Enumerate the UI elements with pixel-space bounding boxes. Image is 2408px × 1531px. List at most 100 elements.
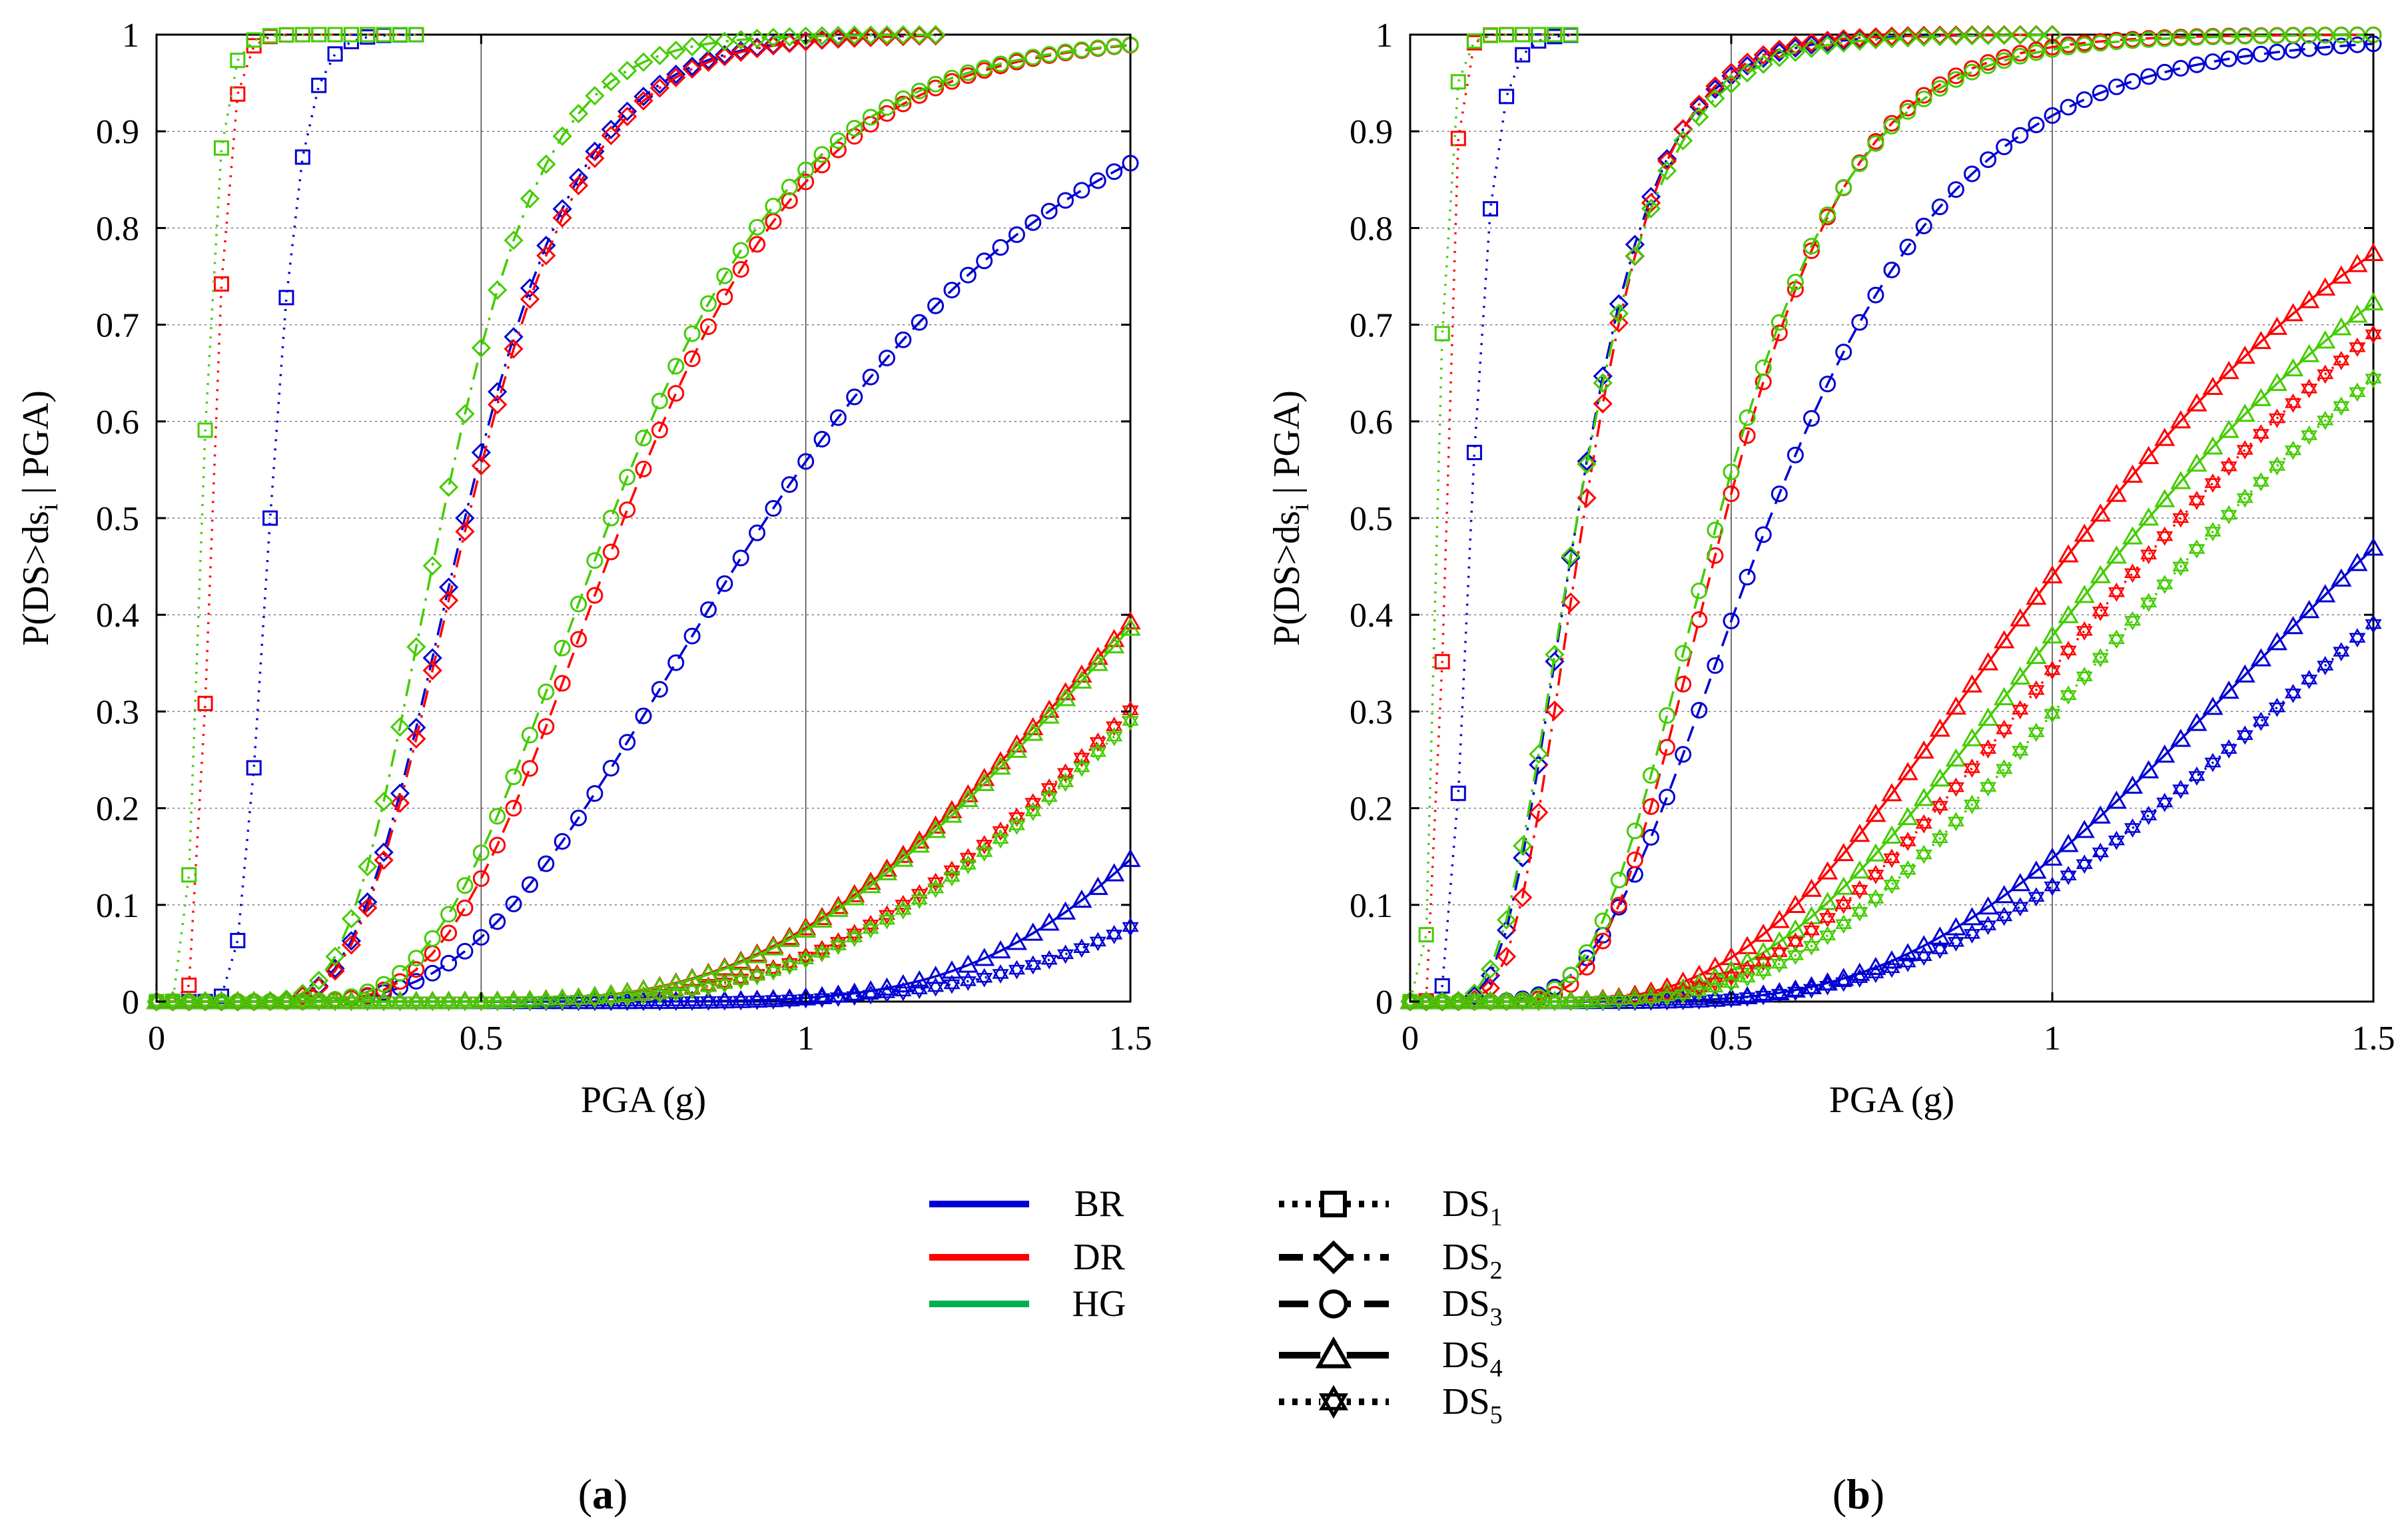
data-point bbox=[521, 727, 538, 744]
data-point bbox=[2365, 614, 2382, 634]
data-point bbox=[1073, 748, 1090, 768]
data-point bbox=[829, 132, 847, 149]
data-point bbox=[1849, 860, 1870, 879]
data-point bbox=[1849, 962, 1870, 981]
data-point bbox=[2315, 330, 2336, 349]
legend-label-base: DS bbox=[1442, 1237, 1490, 1278]
data-point bbox=[909, 834, 930, 853]
data-point bbox=[1483, 201, 1498, 217]
data-point bbox=[1529, 744, 1549, 764]
data-point bbox=[829, 141, 847, 158]
data-point bbox=[1963, 924, 1981, 944]
data-point bbox=[649, 78, 669, 98]
data-point bbox=[2347, 254, 2368, 272]
data-point bbox=[1434, 326, 1450, 342]
data-point bbox=[570, 809, 588, 826]
data-point bbox=[781, 178, 798, 196]
series-line bbox=[1410, 33, 2374, 1003]
data-point bbox=[1882, 29, 1902, 49]
data-point bbox=[552, 208, 572, 228]
data-point bbox=[1466, 444, 1482, 460]
data-point bbox=[1089, 732, 1106, 752]
data-point bbox=[1024, 801, 1042, 821]
legend-marker-backing bbox=[1320, 1191, 1347, 1217]
data-point bbox=[585, 149, 605, 168]
data-point bbox=[1881, 825, 1902, 844]
data-point bbox=[2124, 611, 2142, 631]
data-point bbox=[570, 990, 588, 1010]
data-point bbox=[2363, 242, 2384, 262]
data-point bbox=[1803, 936, 1820, 956]
data-point bbox=[1073, 41, 1090, 59]
data-point bbox=[2317, 364, 2334, 384]
data-point bbox=[538, 991, 555, 1011]
data-point bbox=[1433, 992, 1451, 1012]
data-point bbox=[2363, 292, 2384, 311]
data-point bbox=[1089, 39, 1106, 57]
data-point bbox=[1056, 944, 1074, 964]
data-point bbox=[1769, 39, 1789, 59]
data-point bbox=[2026, 586, 2047, 605]
data-point bbox=[992, 964, 1009, 984]
data-point bbox=[2076, 667, 2093, 687]
data-point bbox=[2172, 29, 2190, 47]
data-point bbox=[732, 991, 749, 1011]
data-point bbox=[1643, 828, 1659, 846]
data-point bbox=[504, 230, 524, 250]
data-point bbox=[1961, 728, 1983, 747]
data-point bbox=[1865, 803, 1886, 822]
data-point bbox=[1739, 409, 1756, 426]
y-tick-label: 1 bbox=[1376, 17, 1393, 55]
data-point bbox=[213, 988, 229, 1004]
data-point bbox=[1833, 876, 1854, 895]
data-point bbox=[959, 266, 977, 284]
data-point bbox=[1851, 880, 1868, 900]
x-tick-label: 1 bbox=[2044, 1020, 2061, 1058]
data-point bbox=[2204, 473, 2221, 493]
data-point bbox=[1835, 178, 1852, 196]
data-point bbox=[1480, 959, 1501, 979]
data-point bbox=[2156, 575, 2174, 595]
data-point bbox=[2012, 127, 2029, 144]
data-point bbox=[2108, 629, 2125, 649]
data-point bbox=[1594, 912, 1611, 930]
data-point bbox=[1515, 27, 1531, 43]
data-point bbox=[2044, 704, 2061, 724]
data-point bbox=[1897, 806, 1918, 826]
data-point bbox=[2204, 521, 2221, 541]
data-point bbox=[861, 27, 881, 47]
data-point bbox=[1739, 569, 1756, 586]
data-point bbox=[471, 338, 491, 358]
data-point bbox=[1626, 822, 1643, 840]
data-point bbox=[895, 982, 912, 1002]
data-point bbox=[2220, 739, 2237, 759]
data-point bbox=[927, 297, 945, 314]
data-point bbox=[1931, 828, 1948, 848]
data-point bbox=[2282, 615, 2304, 635]
data-point bbox=[2060, 866, 2077, 886]
data-point bbox=[327, 27, 343, 43]
data-point bbox=[489, 808, 506, 825]
data-point bbox=[1675, 746, 1692, 763]
data-point bbox=[635, 460, 652, 477]
data-point bbox=[959, 64, 977, 81]
data-point bbox=[732, 549, 749, 567]
data-point bbox=[876, 862, 898, 880]
data-point bbox=[408, 27, 424, 43]
data-point bbox=[1515, 47, 1531, 63]
data-point bbox=[1723, 612, 1740, 629]
data-point bbox=[879, 350, 895, 367]
data-point bbox=[1803, 410, 1820, 427]
data-point bbox=[1865, 843, 1886, 862]
data-point bbox=[2282, 303, 2304, 322]
data-point bbox=[1882, 26, 1902, 47]
data-point bbox=[1056, 772, 1074, 792]
data-point bbox=[846, 120, 863, 137]
data-point bbox=[342, 992, 360, 1012]
data-point bbox=[763, 27, 783, 47]
data-point bbox=[1106, 37, 1123, 55]
data-point bbox=[732, 242, 749, 259]
data-point bbox=[1609, 313, 1629, 333]
data-point bbox=[943, 974, 961, 994]
data-point bbox=[2299, 599, 2320, 619]
